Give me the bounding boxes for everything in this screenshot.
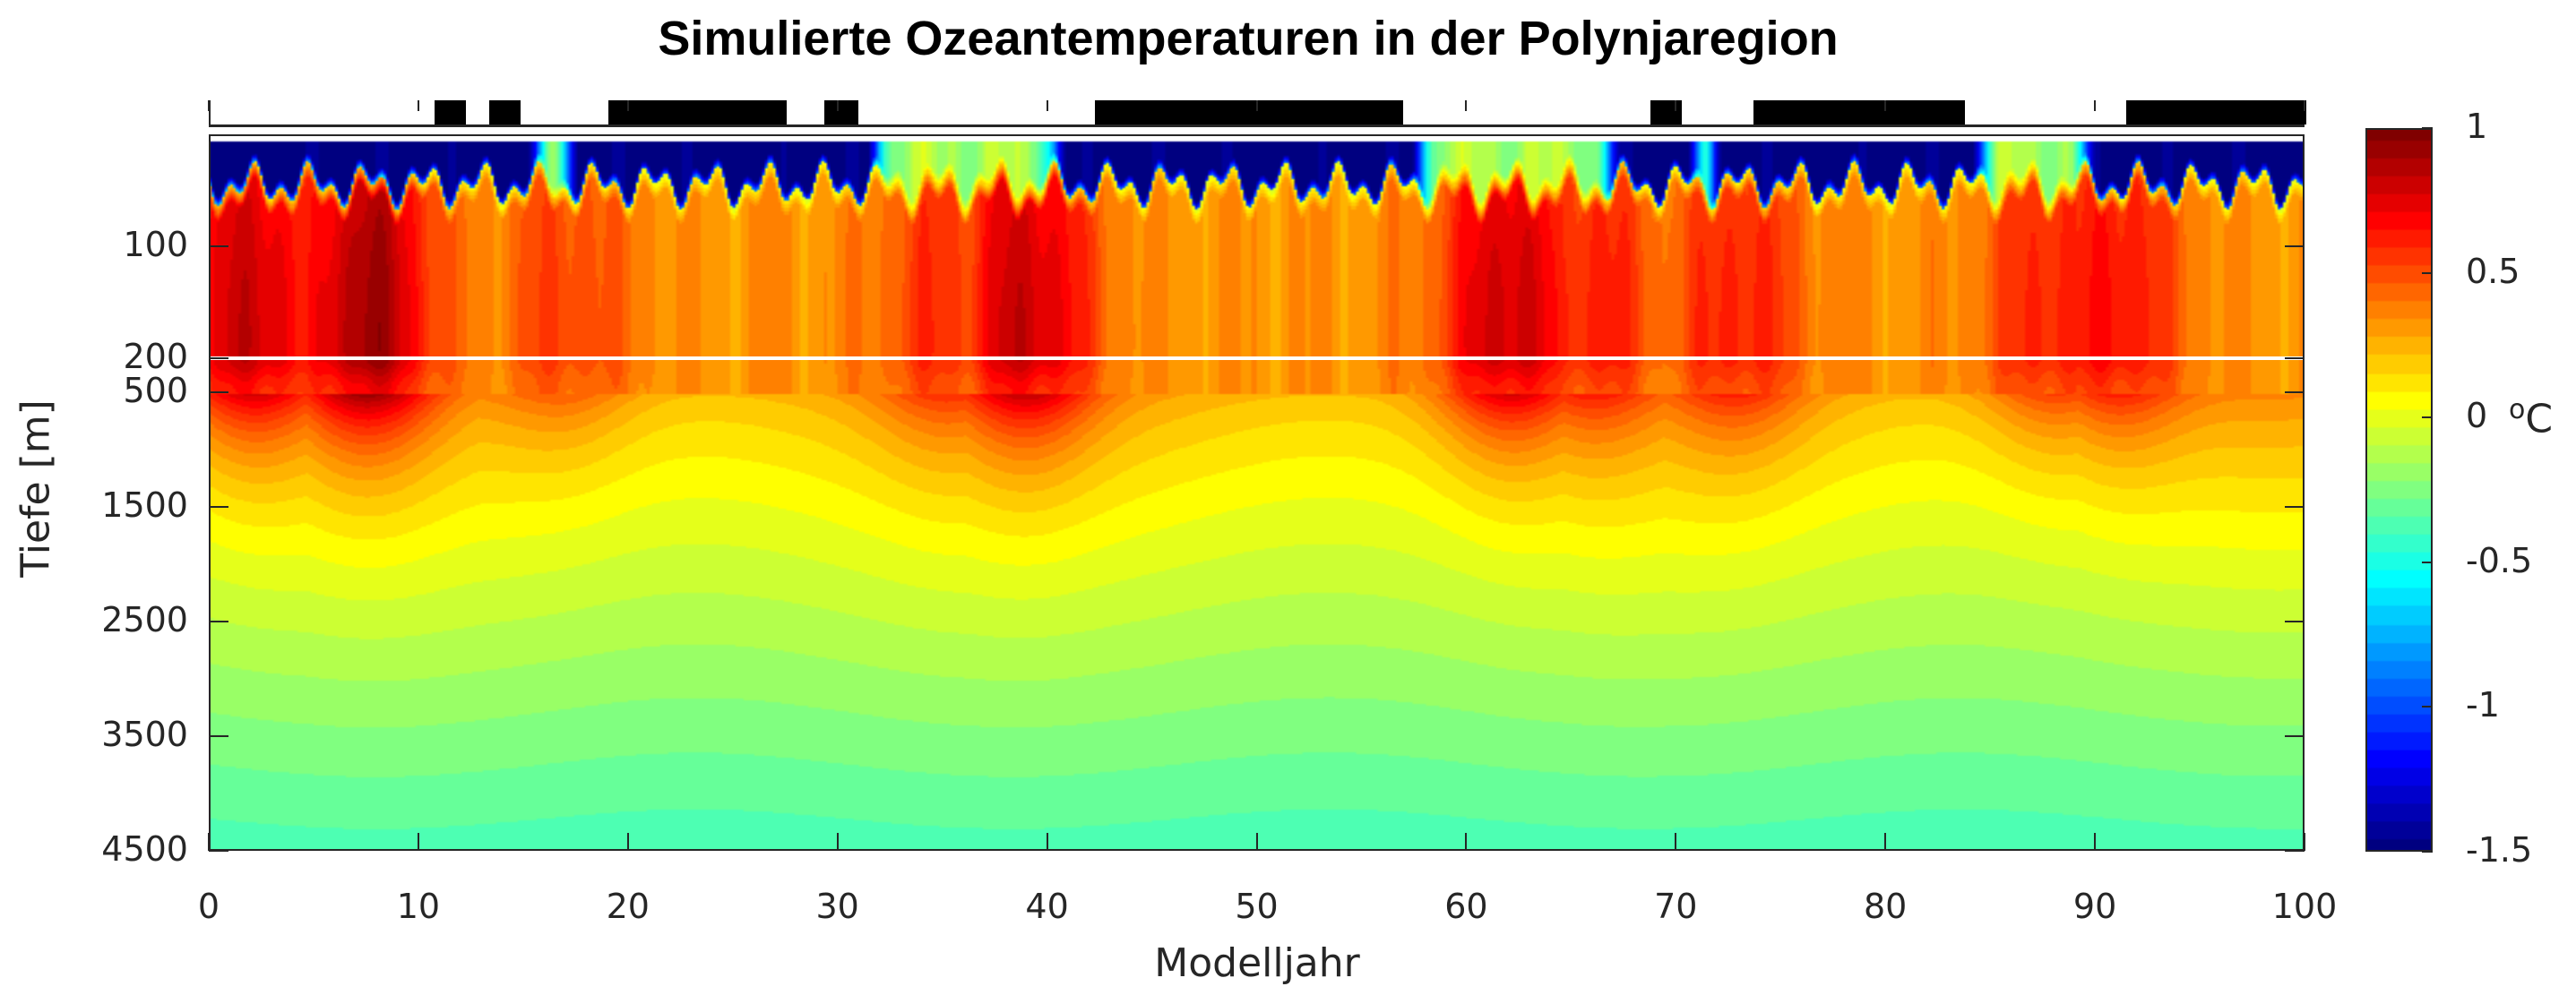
y-tick bbox=[209, 621, 228, 622]
x-tick bbox=[1255, 833, 1258, 851]
x-tick-label: 100 bbox=[2271, 887, 2338, 926]
polynya-bar bbox=[1650, 100, 1682, 124]
x-tick bbox=[1884, 833, 1887, 851]
colorbar-tick-label: -1.5 bbox=[2466, 830, 2533, 870]
y-tick-right bbox=[2285, 850, 2305, 852]
x-tick-top bbox=[1465, 100, 1468, 111]
axis-break-line bbox=[211, 356, 2303, 360]
degree-symbol: o bbox=[2509, 394, 2526, 425]
x-tick-top bbox=[1884, 100, 1887, 111]
polynya-bar bbox=[608, 100, 788, 124]
x-tick-label: 0 bbox=[197, 887, 220, 926]
x-tick-label: 60 bbox=[1444, 887, 1488, 926]
x-tick bbox=[836, 833, 839, 851]
y-tick-right bbox=[2285, 245, 2305, 247]
polynya-bar bbox=[824, 100, 858, 124]
x-tick bbox=[2304, 833, 2305, 851]
y-tick-right bbox=[2285, 391, 2305, 393]
x-tick-label: 30 bbox=[815, 887, 859, 926]
x-axis-label: Modelljahr bbox=[1154, 940, 1360, 986]
y-tick-right bbox=[2285, 357, 2305, 359]
y-tick-label: 100 bbox=[123, 225, 188, 264]
y-tick bbox=[209, 245, 228, 247]
x-tick bbox=[208, 833, 210, 851]
x-tick-label: 10 bbox=[396, 887, 441, 926]
colorbar-unit-label: oC bbox=[2509, 394, 2553, 442]
y-tick-right bbox=[2285, 735, 2305, 737]
y-tick-label: 2500 bbox=[101, 600, 188, 639]
y-tick bbox=[209, 735, 228, 737]
colorbar-tick bbox=[2422, 127, 2433, 129]
x-tick bbox=[626, 833, 629, 851]
x-tick-top bbox=[1255, 100, 1258, 111]
polynya-bar bbox=[1095, 100, 1403, 124]
x-tick-top bbox=[836, 100, 839, 111]
colorbar-tick bbox=[2422, 416, 2433, 419]
colorbar-tick-label: -1 bbox=[2466, 685, 2500, 725]
x-tick-label: 50 bbox=[1235, 887, 1279, 926]
x-tick-top bbox=[1046, 100, 1048, 111]
y-tick-label: 1500 bbox=[101, 485, 188, 525]
y-tick-right bbox=[2285, 621, 2305, 622]
x-tick-top bbox=[417, 100, 419, 111]
y-tick-label: 200 bbox=[123, 337, 188, 376]
x-tick-label: 80 bbox=[1864, 887, 1908, 926]
x-tick-label: 70 bbox=[1654, 887, 1698, 926]
colorbar-tick-label: 0.5 bbox=[2466, 251, 2520, 291]
x-tick-label: 40 bbox=[1025, 887, 1069, 926]
x-tick-top bbox=[626, 100, 629, 111]
colorbar-tick bbox=[2422, 271, 2433, 274]
polynya-bar bbox=[1753, 100, 1965, 124]
temperature-heatmap bbox=[209, 134, 2305, 851]
y-tick bbox=[209, 850, 228, 852]
x-tick-label: 20 bbox=[606, 887, 650, 926]
polynya-bar bbox=[2125, 100, 2306, 124]
polynya-bar bbox=[489, 100, 521, 124]
y-tick bbox=[209, 391, 228, 393]
colorbar bbox=[2365, 128, 2433, 852]
colorbar-tick bbox=[2422, 561, 2433, 563]
x-tick bbox=[1465, 833, 1468, 851]
x-tick-top bbox=[1675, 100, 1677, 111]
unit-text: C bbox=[2525, 396, 2554, 442]
colorbar-tick-label: 1 bbox=[2466, 107, 2488, 146]
polynya-bar bbox=[435, 100, 467, 124]
y-tick-label: 3500 bbox=[101, 715, 188, 754]
y-tick-label: 4500 bbox=[101, 829, 188, 869]
y-tick bbox=[209, 357, 228, 359]
colorbar-tick-label: -0.5 bbox=[2466, 540, 2533, 580]
plot-area bbox=[209, 134, 2305, 851]
y-axis-label: Tiefe [m] bbox=[13, 399, 59, 578]
x-tick bbox=[2094, 833, 2097, 851]
x-tick-top bbox=[2094, 100, 2097, 111]
y-tick-label: 500 bbox=[123, 371, 188, 410]
polynya-indicator-strip bbox=[209, 100, 2306, 127]
x-tick-top bbox=[208, 100, 210, 111]
colorbar-tick-label: 0 bbox=[2466, 396, 2488, 436]
colorbar-tick bbox=[2422, 851, 2433, 853]
y-tick-right bbox=[2285, 506, 2305, 508]
x-tick bbox=[417, 833, 419, 851]
chart-title: Simulierte Ozeantemperaturen in der Poly… bbox=[658, 12, 1839, 65]
x-tick bbox=[1675, 833, 1677, 851]
x-tick-label: 90 bbox=[2072, 887, 2117, 926]
x-tick bbox=[1046, 833, 1048, 851]
y-tick bbox=[209, 506, 228, 508]
colorbar-tick bbox=[2422, 706, 2433, 708]
x-tick-top bbox=[2304, 100, 2305, 111]
